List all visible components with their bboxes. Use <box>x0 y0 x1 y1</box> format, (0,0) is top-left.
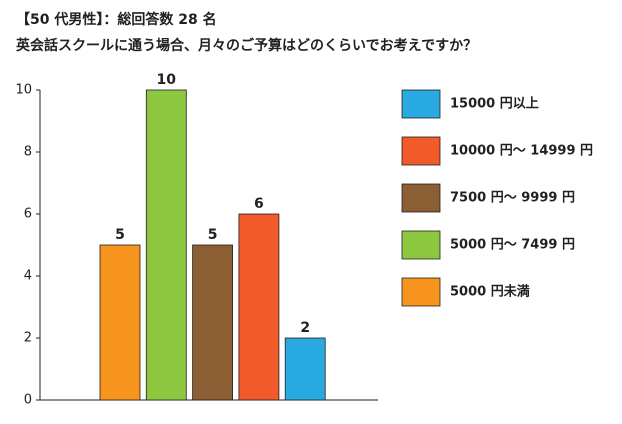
legend-swatch <box>401 136 441 166</box>
chart-subtitle: 英会話スクールに通う場合、月々のご予算はどのくらいでお考えですか？ <box>15 37 477 54</box>
chart-title: 【50 代男性】：総回答数 28 名 <box>16 11 217 28</box>
y-tick-label: 4 <box>24 269 32 284</box>
y-tick-label: 8 <box>24 145 32 160</box>
y-tick-label: 6 <box>24 207 32 222</box>
bar <box>99 244 141 401</box>
bar <box>238 213 280 401</box>
y-tick-label: 2 <box>24 331 32 346</box>
value-label: 10 <box>157 72 177 88</box>
legend-swatch <box>401 230 441 260</box>
value-label: 5 <box>208 227 218 243</box>
legend-label: 10000 円～ 14999 円 <box>450 144 593 159</box>
legend-swatch <box>401 89 441 119</box>
legend-label: 15000 円以上 <box>450 97 539 112</box>
legend-swatch <box>401 277 441 307</box>
value-label: 6 <box>254 196 264 212</box>
bar <box>284 337 326 401</box>
value-label: 5 <box>115 227 125 243</box>
y-tick-label: 10 <box>15 83 32 98</box>
legend-label: 5000 円～ 7499 円 <box>450 238 575 253</box>
legend-swatch <box>401 183 441 213</box>
value-label: 2 <box>300 320 310 336</box>
legend-label: 7500 円～ 9999 円 <box>450 191 575 206</box>
bar <box>145 89 187 401</box>
y-tick-label: 0 <box>24 393 32 408</box>
legend-label: 5000 円未満 <box>450 284 530 300</box>
bar <box>192 244 234 401</box>
